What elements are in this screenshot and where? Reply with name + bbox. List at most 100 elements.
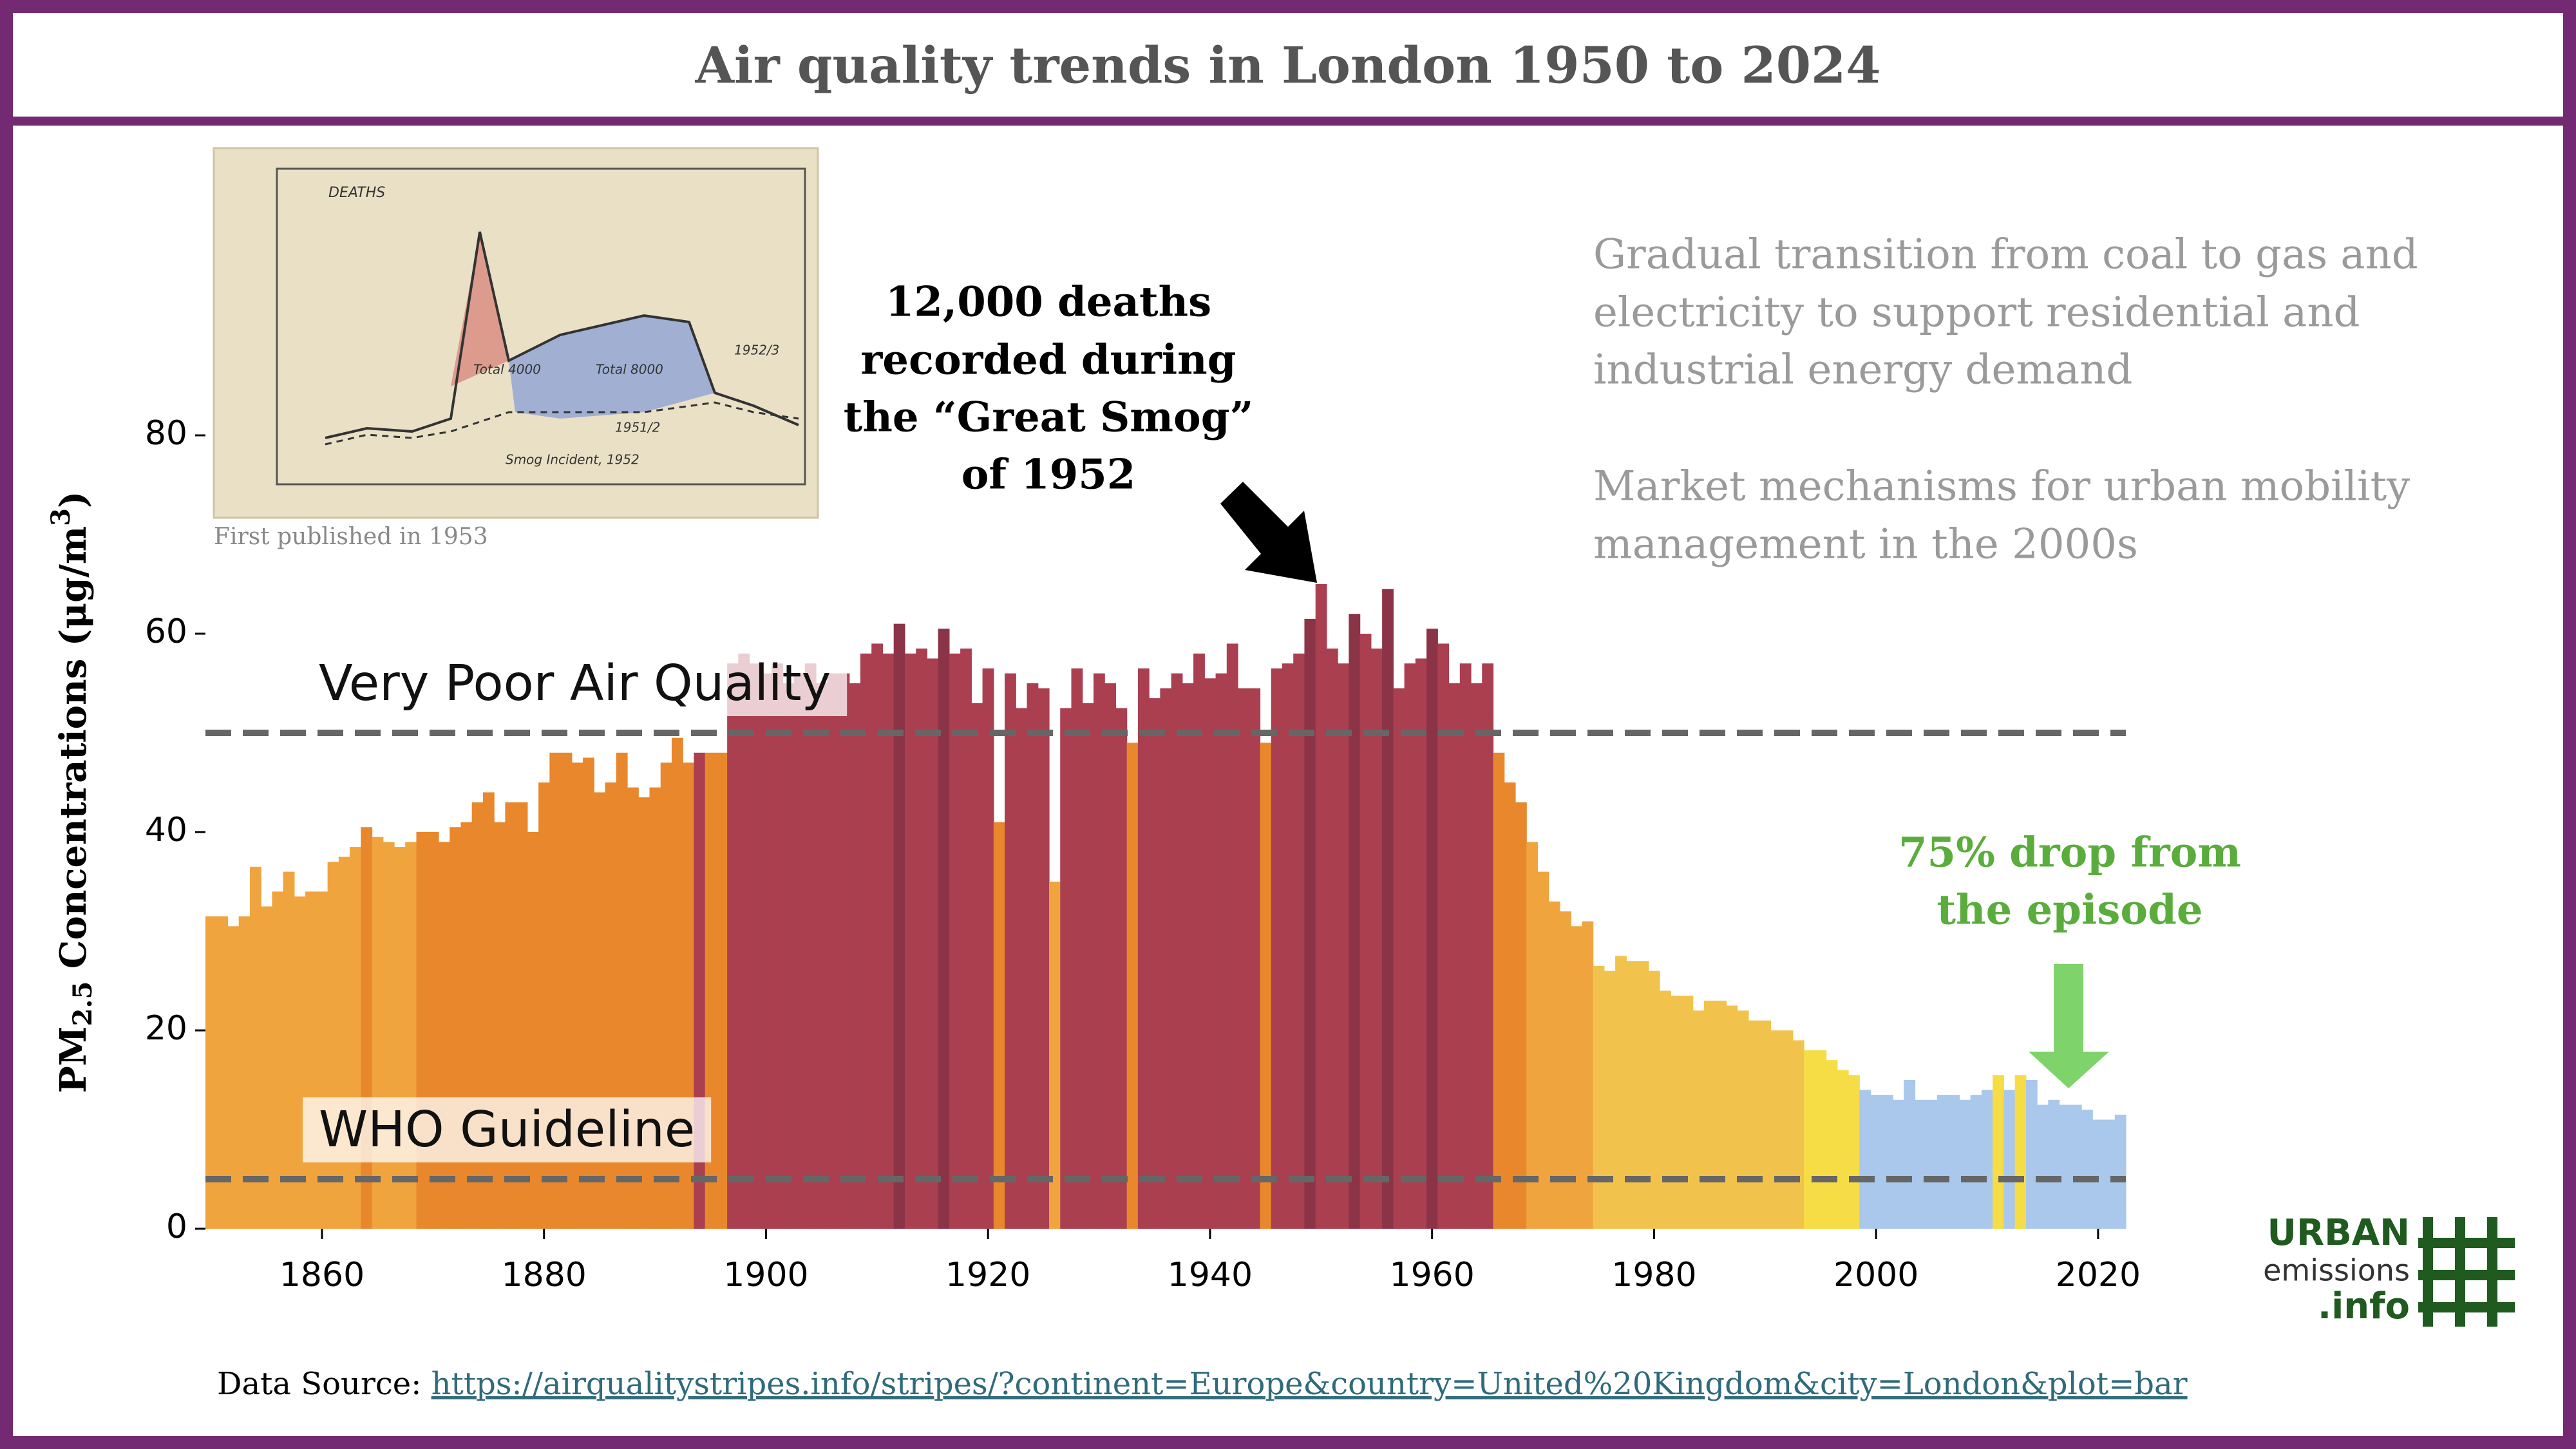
x-tick-label: 1940 bbox=[1168, 1256, 1253, 1294]
logo-text: .info bbox=[2318, 1285, 2410, 1327]
bar bbox=[1715, 1000, 1727, 1229]
bar bbox=[1393, 688, 1405, 1229]
bar bbox=[860, 653, 872, 1229]
annotation-line: the episode bbox=[1937, 886, 2202, 934]
bar bbox=[871, 643, 884, 1229]
x-tick-label: 1860 bbox=[279, 1256, 365, 1294]
smog-arrow bbox=[1220, 482, 1317, 583]
bar bbox=[1737, 1010, 1749, 1229]
bar bbox=[1338, 663, 1350, 1229]
bar bbox=[1993, 1075, 2004, 1229]
bar bbox=[338, 857, 350, 1229]
bar bbox=[749, 663, 761, 1229]
bar bbox=[1615, 956, 1627, 1229]
x-tick-label: 1980 bbox=[1611, 1256, 1696, 1294]
bar bbox=[1082, 703, 1094, 1229]
bar bbox=[1837, 1070, 1849, 1229]
reference-label-bg bbox=[303, 1097, 712, 1162]
bar bbox=[1770, 1030, 1783, 1229]
bar bbox=[2025, 1080, 2038, 1229]
bar bbox=[305, 891, 317, 1229]
bar bbox=[1137, 668, 1150, 1229]
source-label: Data Source: bbox=[217, 1366, 421, 1402]
bar bbox=[1193, 653, 1205, 1229]
bar bbox=[1504, 782, 1516, 1229]
bar bbox=[1071, 668, 1083, 1229]
y-axis-label: PM2.5 Concentrations (μg/m3) bbox=[46, 491, 98, 1094]
bar bbox=[1093, 673, 1105, 1229]
bar bbox=[1149, 698, 1160, 1229]
bar bbox=[205, 916, 217, 1229]
reference-label: WHO Guideline bbox=[319, 1101, 695, 1159]
bar bbox=[1493, 752, 1505, 1229]
bar bbox=[372, 837, 384, 1229]
y-label-sub: 2.5 bbox=[68, 981, 98, 1027]
bar bbox=[893, 623, 905, 1229]
inset-text: Total 4000 bbox=[473, 362, 541, 377]
bar bbox=[760, 673, 772, 1229]
bar bbox=[1238, 688, 1249, 1229]
axes: 0 20 40 60 80 1860 1880 1900 1920 1940 1960 1980 200… bbox=[145, 414, 2141, 1294]
bar bbox=[1282, 663, 1294, 1229]
bar bbox=[2070, 1104, 2082, 1229]
inset-line bbox=[325, 401, 799, 446]
logo-hash bbox=[2418, 1217, 2515, 1327]
bar bbox=[438, 842, 450, 1229]
bar bbox=[993, 822, 1005, 1229]
bar bbox=[1204, 678, 1217, 1229]
bar bbox=[1515, 802, 1527, 1229]
inset-text: Total 8000 bbox=[596, 362, 663, 377]
bar bbox=[1226, 643, 1238, 1229]
note-line: electricity to support residential and bbox=[1593, 289, 2360, 337]
bar bbox=[1781, 1030, 1794, 1229]
bar bbox=[838, 673, 850, 1229]
reference-label-bg bbox=[303, 650, 848, 716]
bar bbox=[394, 847, 406, 1229]
chart-title: Air quality trends in London 1950 to 202… bbox=[694, 37, 1880, 95]
bar bbox=[1792, 1040, 1804, 1229]
bar bbox=[1315, 584, 1327, 1229]
y-tick-label: 80 bbox=[145, 414, 187, 453]
bar bbox=[350, 847, 361, 1229]
bar bbox=[982, 668, 994, 1229]
bar bbox=[1037, 688, 1050, 1229]
bar bbox=[849, 683, 861, 1229]
bar bbox=[516, 802, 528, 1229]
bar bbox=[927, 658, 939, 1229]
bar bbox=[1815, 1050, 1827, 1229]
y-tick-label: 40 bbox=[145, 811, 187, 849]
bar bbox=[638, 797, 650, 1229]
bar bbox=[405, 842, 417, 1229]
bar bbox=[1260, 743, 1272, 1229]
bar bbox=[1826, 1060, 1838, 1229]
bar bbox=[494, 822, 506, 1229]
bar bbox=[1171, 673, 1183, 1229]
bar bbox=[327, 862, 339, 1229]
bar bbox=[1471, 683, 1482, 1229]
y-tick-label: 60 bbox=[145, 612, 187, 651]
source-link[interactable]: https://airqualitystripes.info/stripes/?… bbox=[431, 1366, 2188, 1402]
bar bbox=[1915, 1099, 1927, 1229]
bar bbox=[527, 832, 539, 1229]
inset-frame bbox=[276, 167, 806, 486]
bar bbox=[1571, 926, 1582, 1229]
bar bbox=[1981, 1090, 1993, 1229]
bar bbox=[1459, 663, 1472, 1229]
bar bbox=[1626, 961, 1638, 1229]
bar bbox=[482, 792, 495, 1229]
bar bbox=[1126, 743, 1139, 1229]
bar bbox=[1637, 961, 1649, 1229]
bar bbox=[416, 832, 428, 1229]
bar bbox=[1748, 1020, 1760, 1229]
bar bbox=[782, 683, 795, 1229]
bar bbox=[2048, 1099, 2060, 1229]
bar bbox=[1692, 1010, 1705, 1229]
x-tick-label: 2020 bbox=[2056, 1256, 2141, 1294]
bar bbox=[738, 653, 750, 1229]
bar bbox=[1027, 683, 1039, 1229]
bar bbox=[2059, 1104, 2071, 1229]
bar bbox=[1804, 1050, 1815, 1229]
bar bbox=[1948, 1095, 1960, 1229]
